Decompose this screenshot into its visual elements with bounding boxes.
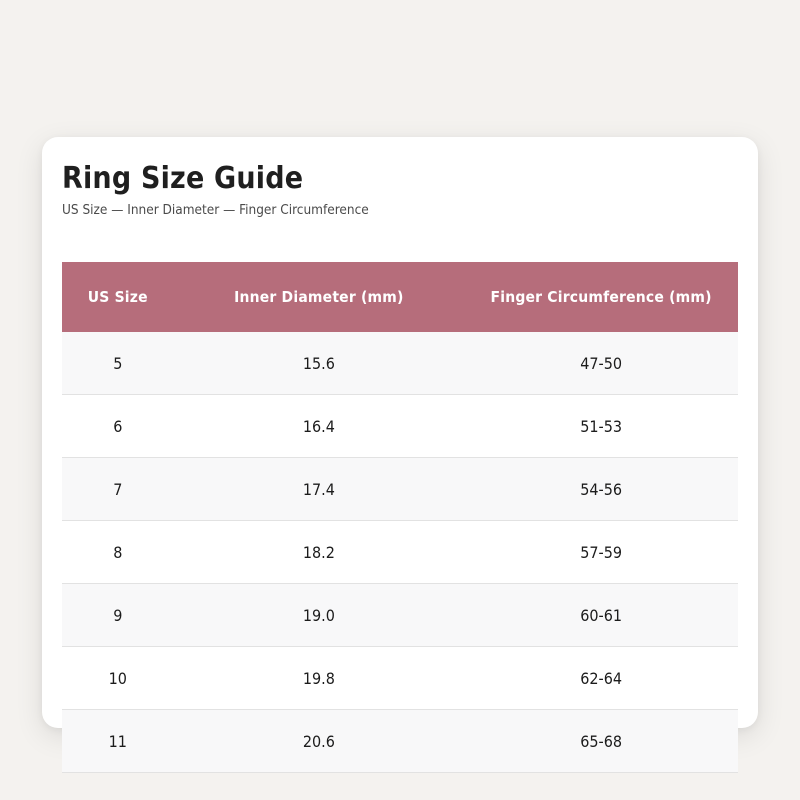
table-cell: 11 (62, 709, 174, 774)
ring-size-card: Ring Size Guide US Size — Inner Diameter… (42, 137, 758, 774)
table-body: 5 15.6 47-50 6 16.4 51-53 7 17.4 54-56 8 18.2 57-59… (62, 331, 738, 774)
page-subtitle: US Size — Inner Diameter — Finger Circum… (62, 202, 369, 218)
table-cell: 15.6 (173, 331, 465, 396)
table-cell: 9 (62, 583, 174, 648)
table-cell: 7 (62, 457, 174, 522)
column-header: US Size (87, 287, 148, 306)
table-row: 7 17.4 54-56 (62, 457, 738, 522)
table-cell: 65-68 (464, 709, 738, 774)
table-cell: 57-59 (464, 520, 738, 585)
table-row: 10 19.8 62-64 (62, 646, 738, 711)
table-cell: 20.6 (173, 709, 465, 774)
table-row: 9 19.0 60-61 (62, 583, 738, 648)
table-row: 6 16.4 51-53 (62, 394, 738, 459)
table-cell: 60-61 (464, 583, 738, 648)
column-header: Finger Circumference (mm) (490, 287, 712, 306)
page-title: Ring Size Guide (62, 161, 304, 196)
table-cell: 51-53 (464, 394, 738, 459)
table-cell: 19.0 (173, 583, 465, 648)
table-row: 5 15.6 47-50 (62, 331, 738, 396)
table-cell: 54-56 (464, 457, 738, 522)
table-cell: 10 (62, 646, 174, 711)
table-cell: 5 (62, 331, 174, 396)
table-row: 8 18.2 57-59 (62, 520, 738, 585)
table-cell: 62-64 (464, 646, 738, 711)
column-header: Inner Diameter (mm) (234, 287, 404, 306)
table-cell: 47-50 (464, 331, 738, 396)
table-header-row: US Size Inner Diameter (mm) Finger Circumf… (62, 261, 738, 332)
ring-size-table: US Size Inner Diameter (mm) Finger Circumf… (62, 261, 738, 774)
table-cell: 18.2 (173, 520, 465, 585)
table-cell: 19.8 (173, 646, 465, 711)
table-cell: 6 (62, 394, 174, 459)
table-cell: 16.4 (173, 394, 465, 459)
table-row: 11 20.6 65-68 (62, 709, 738, 774)
table-cell: 17.4 (173, 457, 465, 522)
table-cell: 8 (62, 520, 174, 585)
